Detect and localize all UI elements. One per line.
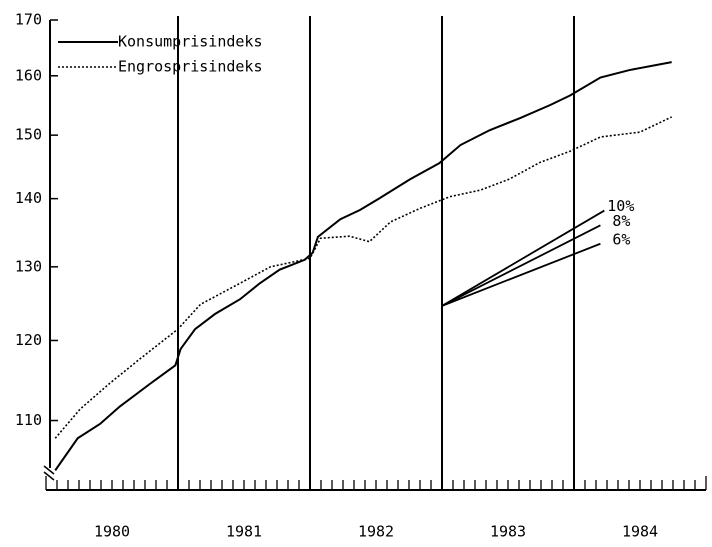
y-tick-label: 150: [15, 126, 42, 144]
legend-label: Konsumprisindeks: [118, 33, 263, 51]
y-tick-label: 110: [15, 411, 42, 429]
x-tick-label: 1983: [490, 523, 526, 541]
projection-line: [441, 242, 601, 307]
projection-line: [441, 224, 601, 307]
y-tick-label: 140: [15, 189, 42, 207]
x-tick-label: 1982: [358, 523, 394, 541]
y-tick-label: 120: [15, 331, 42, 349]
y-tick-label: 130: [15, 257, 42, 275]
series-line: [54, 116, 673, 439]
x-tick-label: 1980: [94, 523, 130, 541]
projection-label: 8%: [612, 212, 630, 230]
projection-label: 10%: [607, 197, 634, 215]
projection-line: [441, 209, 605, 307]
series-line: [54, 61, 672, 471]
y-tick-label: 170: [15, 11, 42, 29]
x-tick-label: 1984: [622, 523, 658, 541]
legend-label: Engrosprisindeks: [118, 58, 263, 76]
projection-label: 6%: [612, 230, 630, 248]
x-tick-label: 1981: [226, 523, 262, 541]
axis-break: [43, 465, 55, 481]
y-tick-label: 160: [15, 66, 42, 84]
